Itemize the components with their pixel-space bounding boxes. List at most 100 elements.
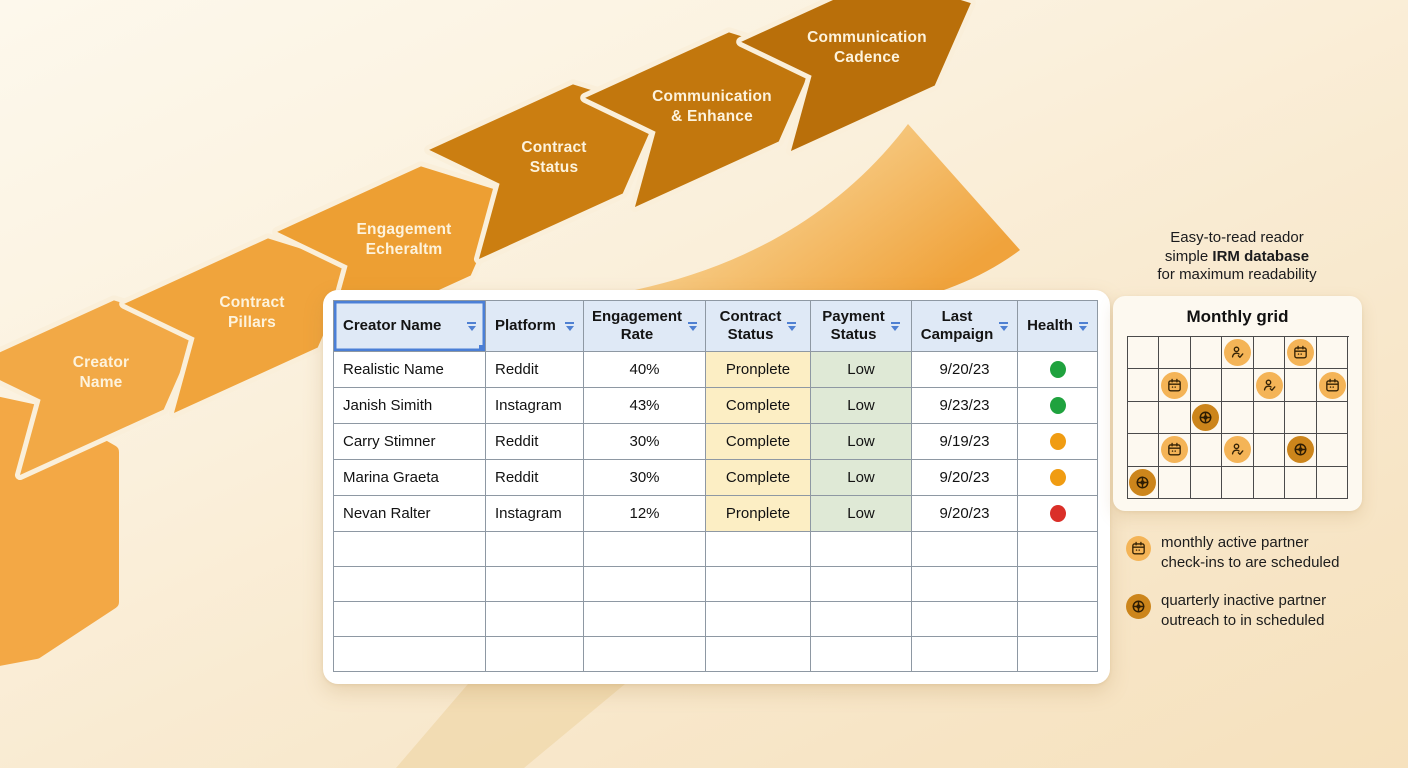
cell-last[interactable]: 9/20/23 xyxy=(911,495,1018,532)
cell-creator[interactable]: Marina Graeta xyxy=(333,459,486,496)
empty-cell[interactable] xyxy=(705,566,811,602)
empty-cell[interactable] xyxy=(485,531,584,567)
empty-cell[interactable] xyxy=(333,601,486,637)
calendar-icon xyxy=(1126,536,1151,561)
cell-engagement[interactable]: 12% xyxy=(583,495,706,532)
arrow-label-contract-status: Contract Status xyxy=(521,139,587,176)
readability-note: Easy-to-read reador simple IRM database … xyxy=(1112,229,1362,285)
grid-cell xyxy=(1127,401,1160,435)
cell-contract[interactable]: Pronplete xyxy=(705,495,811,532)
selection-handle[interactable] xyxy=(479,345,485,351)
arrow-shape-engagement xyxy=(272,161,512,347)
cell-contract[interactable]: Complete xyxy=(705,387,811,424)
empty-cell[interactable] xyxy=(1017,566,1098,602)
note-line-3: for maximum readability xyxy=(1157,266,1317,283)
column-header-payment[interactable]: Payment Status xyxy=(810,300,912,352)
empty-row xyxy=(333,601,1098,637)
cell-last[interactable]: 9/23/23 xyxy=(911,387,1018,424)
grid-cell xyxy=(1190,337,1223,370)
grid-cell xyxy=(1127,434,1160,467)
empty-cell[interactable] xyxy=(1017,636,1098,672)
cell-payment[interactable]: Low xyxy=(810,423,912,460)
empty-cell[interactable] xyxy=(333,531,486,567)
filter-icon[interactable] xyxy=(1078,321,1088,331)
cell-creator[interactable]: Nevan Ralter xyxy=(333,495,486,532)
cell-creator[interactable]: Realistic Name xyxy=(333,351,486,388)
cell-creator[interactable]: Carry Stimner xyxy=(333,423,486,460)
filter-icon[interactable] xyxy=(467,321,476,331)
cell-platform[interactable]: Instagram xyxy=(485,387,584,424)
empty-cell[interactable] xyxy=(333,636,486,672)
grid-cell xyxy=(1285,466,1317,499)
cell-contract[interactable]: Complete xyxy=(705,459,811,496)
cell-creator[interactable]: Janish Simith xyxy=(333,387,486,424)
person-icon xyxy=(1255,371,1283,399)
cell-health[interactable] xyxy=(1017,459,1098,496)
filter-icon[interactable] xyxy=(565,321,574,331)
cell-engagement[interactable]: 40% xyxy=(583,351,706,388)
empty-cell[interactable] xyxy=(810,601,912,637)
empty-cell[interactable] xyxy=(911,566,1018,602)
grid-cell xyxy=(1222,337,1254,370)
filter-icon[interactable] xyxy=(787,321,797,331)
arrow-label-communication-enhance: Communication & Enhance xyxy=(652,88,772,125)
empty-cell[interactable] xyxy=(583,601,706,637)
empty-cell[interactable] xyxy=(1017,531,1098,567)
column-header-health[interactable]: Health xyxy=(1017,300,1098,352)
empty-cell[interactable] xyxy=(810,566,912,602)
monthly-grid-title: Monthly grid xyxy=(1186,307,1289,326)
empty-cell[interactable] xyxy=(583,636,706,672)
empty-cell[interactable] xyxy=(485,566,584,602)
filter-icon[interactable] xyxy=(999,321,1009,331)
empty-cell[interactable] xyxy=(583,531,706,567)
cell-last[interactable]: 9/20/23 xyxy=(911,459,1018,496)
cell-engagement[interactable]: 30% xyxy=(583,459,706,496)
cell-payment[interactable]: Low xyxy=(810,459,912,496)
cell-platform[interactable]: Reddit xyxy=(485,423,584,460)
cell-payment[interactable]: Low xyxy=(810,495,912,532)
cell-last[interactable]: 9/19/23 xyxy=(911,423,1018,460)
empty-cell[interactable] xyxy=(333,566,486,602)
cell-last[interactable]: 9/20/23 xyxy=(911,351,1018,388)
grid-cell xyxy=(1190,434,1223,467)
column-header-engagement[interactable]: Engagement Rate xyxy=(583,300,706,352)
cell-platform[interactable]: Reddit xyxy=(485,351,584,388)
cell-health[interactable] xyxy=(1017,387,1098,424)
cell-engagement[interactable]: 30% xyxy=(583,423,706,460)
cell-payment[interactable]: Low xyxy=(810,387,912,424)
cell-contract[interactable]: Complete xyxy=(705,423,811,460)
empty-cell[interactable] xyxy=(485,636,584,672)
cell-contract[interactable]: Pronplete xyxy=(705,351,811,388)
cell-health[interactable] xyxy=(1017,423,1098,460)
grid-cell xyxy=(1190,369,1223,402)
cell-platform[interactable]: Instagram xyxy=(485,495,584,532)
swirl-bottom-wedge xyxy=(396,684,625,768)
cell-engagement[interactable]: 43% xyxy=(583,387,706,424)
empty-cell[interactable] xyxy=(705,601,811,637)
empty-cell[interactable] xyxy=(705,531,811,567)
monthly-grid xyxy=(1126,336,1349,499)
empty-cell[interactable] xyxy=(810,636,912,672)
column-header-creator[interactable]: Creator Name xyxy=(333,300,486,352)
empty-cell[interactable] xyxy=(485,601,584,637)
filter-icon[interactable] xyxy=(890,321,900,331)
creator-table: Creator Name Platform Engagement Rate Contr… xyxy=(333,300,1098,672)
empty-cell[interactable] xyxy=(705,636,811,672)
cell-health[interactable] xyxy=(1017,351,1098,388)
empty-cell[interactable] xyxy=(1017,601,1098,637)
empty-cell[interactable] xyxy=(810,531,912,567)
column-header-last[interactable]: Last Campaign xyxy=(911,300,1018,352)
column-header-platform[interactable]: Platform xyxy=(485,300,584,352)
grid-cell xyxy=(1222,466,1254,499)
empty-cell[interactable] xyxy=(911,601,1018,637)
cell-health[interactable] xyxy=(1017,495,1098,532)
grid-cell xyxy=(1159,434,1191,467)
cell-payment[interactable]: Low xyxy=(810,351,912,388)
empty-cell[interactable] xyxy=(911,531,1018,567)
empty-cell[interactable] xyxy=(911,636,1018,672)
empty-cell[interactable] xyxy=(583,566,706,602)
cell-platform[interactable]: Reddit xyxy=(485,459,584,496)
column-header-contract[interactable]: Contract Status xyxy=(705,300,811,352)
filter-icon[interactable] xyxy=(688,321,697,331)
